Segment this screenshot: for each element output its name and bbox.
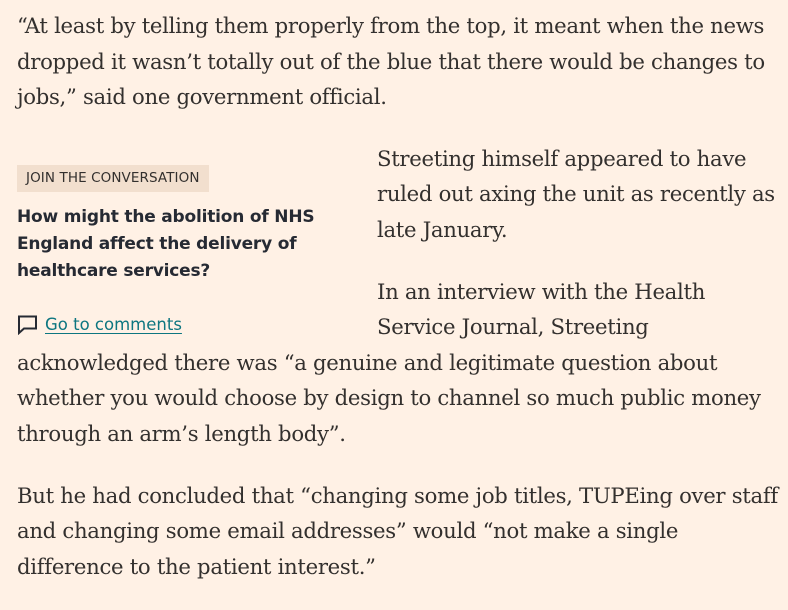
join-conversation-box: Join the conversation How might the abol…: [17, 162, 357, 336]
article-body: “At least by telling them properly from …: [17, 8, 779, 610]
conversation-question: How might the abolition of NHS England a…: [17, 206, 315, 281]
comment-icon[interactable]: [17, 314, 38, 336]
conversation-label: Join the conversation: [17, 164, 209, 192]
article-paragraph: Streeting himself appeared to have ruled…: [377, 145, 775, 242]
article-paragraph: In an interview with the Health Service …: [17, 278, 761, 446]
article-paragraph: “At least by telling them properly from …: [17, 13, 765, 110]
article-paragraph: But he had concluded that “changing some…: [17, 482, 778, 579]
go-to-comments-link[interactable]: Go to comments: [17, 314, 357, 336]
go-to-comments-text[interactable]: Go to comments: [45, 314, 182, 334]
